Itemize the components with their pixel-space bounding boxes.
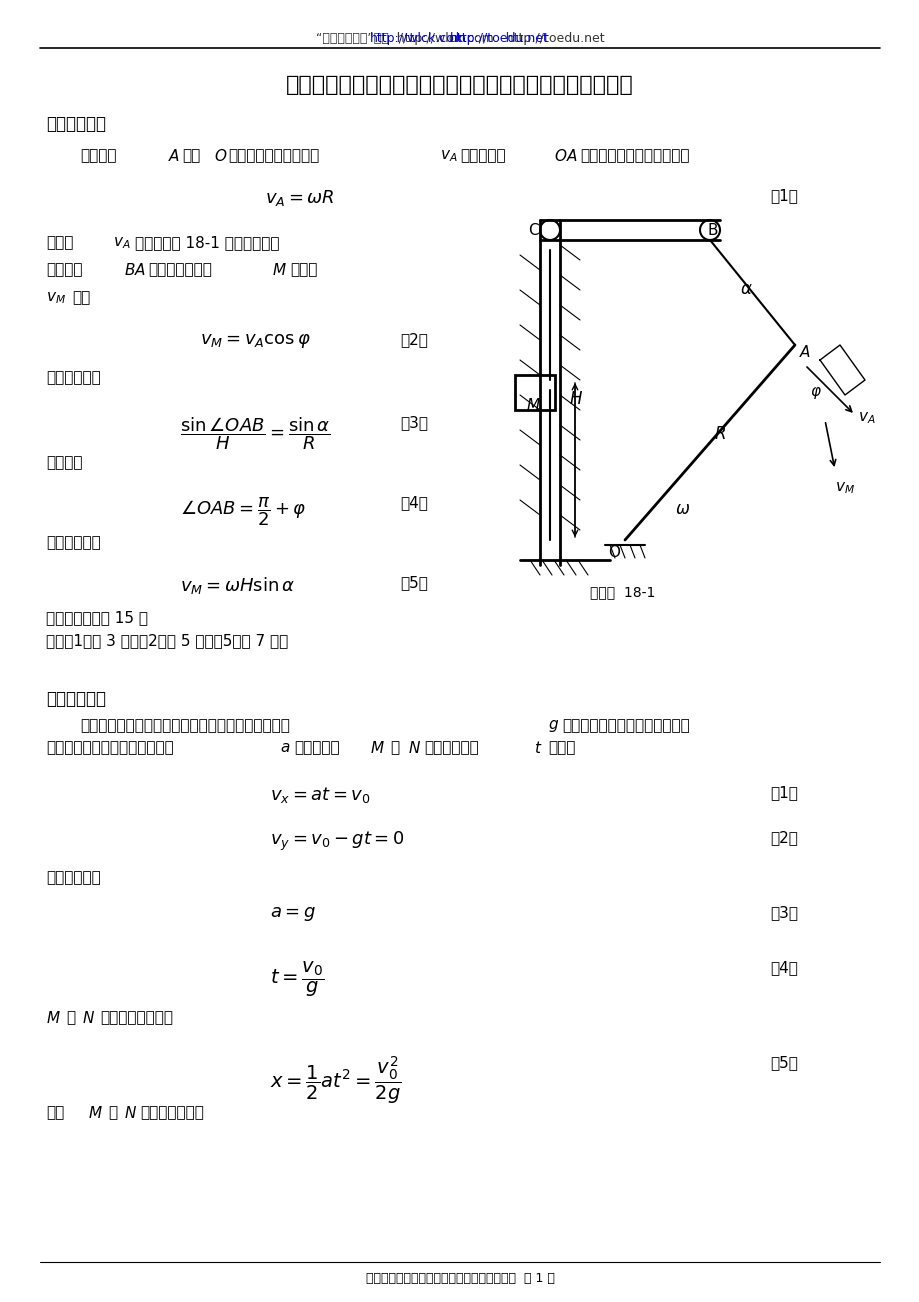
- Text: 作如图预解 18-1 所示的正交分: 作如图预解 18-1 所示的正交分: [135, 234, 279, 250]
- Text: “高中物理参考”收集  http://wlck.com   http://toedu.net: “高中物理参考”收集 http://wlck.com http://toedu.…: [315, 33, 604, 46]
- Text: O: O: [607, 546, 619, 560]
- Text: 的方向与杆: 的方向与杆: [460, 148, 505, 163]
- Text: （4）: （4）: [769, 960, 797, 975]
- Text: 解，沿绳: 解，沿绳: [46, 262, 83, 277]
- Text: （3）: （3）: [400, 415, 427, 430]
- Text: $O$: $O$: [214, 148, 227, 164]
- Text: 由以上两式得: 由以上两式得: [46, 870, 101, 885]
- Text: $M$: $M$: [46, 1010, 61, 1026]
- Text: ，则有: ，则有: [548, 740, 574, 755]
- Text: （5）: （5）: [400, 575, 427, 590]
- Text: 一、参考解答: 一、参考解答: [46, 115, 106, 133]
- Text: A: A: [800, 345, 810, 359]
- Text: 、: 、: [66, 1010, 75, 1025]
- Text: $\alpha$: $\alpha$: [739, 280, 752, 298]
- Text: $v_A = \omega R$: $v_A = \omega R$: [265, 187, 335, 208]
- Text: 由以上各式得: 由以上各式得: [46, 535, 101, 549]
- Text: （5）: （5）: [769, 1055, 797, 1070]
- Text: 两点间的水平距离: 两点间的水平距离: [100, 1010, 173, 1025]
- Text: $v_M$: $v_M$: [46, 290, 66, 306]
- Text: 由图看出: 由图看出: [46, 454, 83, 470]
- Text: B: B: [708, 223, 718, 238]
- Text: $M$: $M$: [272, 262, 287, 279]
- Text: 做匀加速直线运动，设加速度为: 做匀加速直线运动，设加速度为: [46, 740, 174, 755]
- Text: 点绕: 点绕: [182, 148, 200, 163]
- Text: 其中（1）式 3 分；（2）式 5 分；（5）式 7 分。: 其中（1）式 3 分；（2）式 5 分；（5）式 7 分。: [46, 633, 288, 648]
- Text: 杆的端点: 杆的端点: [80, 148, 117, 163]
- Text: $v_y = v_0 - gt = 0$: $v_y = v_0 - gt = 0$: [269, 829, 404, 853]
- Text: （3）: （3）: [769, 905, 797, 921]
- Text: M: M: [527, 398, 539, 413]
- Text: $t = \dfrac{v_0}{g}$: $t = \dfrac{v_0}{g}$: [269, 960, 324, 1000]
- Text: 第十八届全国中学生物理竞赛预赛题参考解答  第 1 页: 第十八届全国中学生物理竞赛预赛题参考解答 第 1 页: [365, 1272, 554, 1285]
- Text: 垂直，在所考察时其大小为: 垂直，在所考察时其大小为: [579, 148, 688, 163]
- Text: http://toedu.net: http://toedu.net: [449, 33, 549, 46]
- Text: （1）: （1）: [769, 187, 797, 203]
- Text: $v_x = at = v_0$: $v_x = at = v_0$: [269, 785, 370, 805]
- Text: 图预解  18-1: 图预解 18-1: [589, 585, 654, 599]
- Text: $x = \dfrac{1}{2}at^2 = \dfrac{v_0^2}{2g}$: $x = \dfrac{1}{2}at^2 = \dfrac{v_0^2}{2g…: [269, 1055, 402, 1107]
- Text: 是速率: 是速率: [289, 262, 317, 277]
- Text: 的分量就是物块: 的分量就是物块: [148, 262, 211, 277]
- Text: $v_M$: $v_M$: [834, 480, 854, 496]
- Text: $v_M = \omega H \sin\alpha$: $v_M = \omega H \sin\alpha$: [180, 575, 295, 596]
- Text: $N$: $N$: [82, 1010, 95, 1026]
- Text: $\omega$: $\omega$: [675, 500, 689, 518]
- Text: $\angle OAB = \dfrac{\pi}{2} + \varphi$: $\angle OAB = \dfrac{\pi}{2} + \varphi$: [180, 495, 306, 527]
- Text: 两点间的电势差: 两点间的电势差: [140, 1105, 204, 1120]
- Text: （2）: （2）: [400, 332, 427, 348]
- Text: $v_A$: $v_A$: [113, 234, 130, 251]
- Text: 经历的时间为: 经历的时间为: [424, 740, 478, 755]
- Text: $N$: $N$: [407, 740, 421, 756]
- Text: 二、参考解答: 二、参考解答: [46, 690, 106, 708]
- Text: 由正弦定理知: 由正弦定理知: [46, 370, 101, 385]
- Text: $OA$: $OA$: [553, 148, 577, 164]
- Text: $M$: $M$: [88, 1105, 103, 1121]
- Text: 。若质点从: 。若质点从: [294, 740, 339, 755]
- Text: $A$: $A$: [168, 148, 180, 164]
- Text: 评分标准：本题 15 分: 评分标准：本题 15 分: [46, 611, 148, 625]
- Text: 对速度: 对速度: [46, 234, 74, 250]
- Text: 带电质点在竖直方向做匀减速运动，加速度的大小为: 带电质点在竖直方向做匀减速运动，加速度的大小为: [80, 717, 289, 733]
- Text: $v_A$: $v_A$: [439, 148, 457, 164]
- Text: 、: 、: [108, 1105, 117, 1120]
- Text: $a = g$: $a = g$: [269, 905, 315, 923]
- Text: $M$: $M$: [369, 740, 384, 756]
- Text: http://wlck.com: http://wlck.com: [369, 33, 467, 46]
- Text: $v_A$: $v_A$: [857, 410, 875, 426]
- Text: $t$: $t$: [533, 740, 542, 756]
- Text: $N$: $N$: [124, 1105, 137, 1121]
- Text: $BA$: $BA$: [124, 262, 146, 279]
- Text: ，则: ，则: [72, 290, 90, 305]
- Text: C: C: [528, 223, 538, 238]
- Text: ；在水平方向因受电场力作用而: ；在水平方向因受电场力作用而: [562, 717, 689, 733]
- Bar: [515, 375, 554, 410]
- Text: $v_M = v_A \cos\varphi$: $v_M = v_A \cos\varphi$: [199, 332, 311, 350]
- Text: $a$: $a$: [279, 740, 290, 755]
- Text: 第十八届全国中学生物理竞赛预赛试题参考解答、评分标准: 第十八届全国中学生物理竞赛预赛试题参考解答、评分标准: [286, 76, 633, 95]
- Text: $\varphi$: $\varphi$: [809, 385, 821, 401]
- Text: （2）: （2）: [769, 829, 797, 845]
- Text: 到: 到: [390, 740, 399, 755]
- Text: $\dfrac{\sin\angle OAB}{H} = \dfrac{\sin\alpha}{R}$: $\dfrac{\sin\angle OAB}{H} = \dfrac{\sin…: [180, 415, 330, 452]
- Text: （4）: （4）: [400, 495, 427, 510]
- Text: $g$: $g$: [548, 717, 559, 734]
- Text: H: H: [570, 391, 582, 408]
- Text: R: R: [714, 424, 726, 443]
- Text: （1）: （1）: [769, 785, 797, 799]
- Text: 点作圆周运动，其速度: 点作圆周运动，其速度: [228, 148, 319, 163]
- Text: 于是: 于是: [46, 1105, 64, 1120]
